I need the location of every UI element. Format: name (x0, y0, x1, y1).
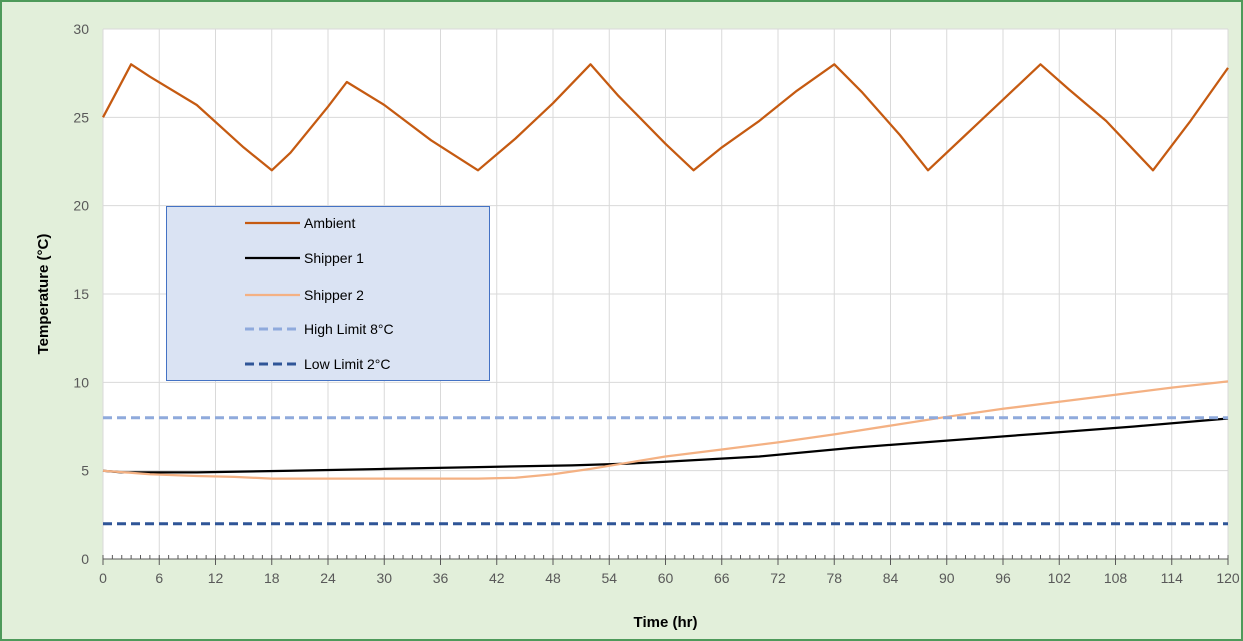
x-tick-label: 42 (489, 570, 505, 586)
legend-label-shipper-2: Shipper 2 (304, 287, 364, 303)
legend-swatch-shipper-2 (245, 293, 300, 297)
legend-label-shipper-1: Shipper 1 (304, 250, 364, 266)
legend-swatch-ambient (245, 221, 300, 225)
legend-swatch-shipper-1 (245, 256, 300, 260)
legend-item-shipper-1: Shipper 1 (245, 248, 364, 268)
legend-item-shipper-2: Shipper 2 (245, 285, 364, 305)
x-tick-label: 114 (1161, 570, 1184, 586)
x-tick-label: 84 (883, 570, 899, 586)
y-axis-title: Temperature (°C) (35, 234, 52, 355)
series-lines (102, 63, 1229, 526)
x-tick-label: 0 (99, 570, 107, 586)
legend-item-ambient: Ambient (245, 213, 355, 233)
legend-label-ambient: Ambient (304, 215, 356, 231)
y-tick-label: 5 (81, 463, 89, 479)
legend-item-low-limit: Low Limit 2°C (245, 354, 391, 374)
x-tick-label: 96 (995, 570, 1011, 586)
legend-label-high-limit: High Limit 8°C (304, 321, 394, 337)
x-tick-label: 90 (939, 570, 955, 586)
x-tick-label: 78 (826, 570, 842, 586)
x-axis-title: Time (hr) (634, 614, 698, 631)
legend: Ambient Shipper 1 Shipper 2 High Limit 8… (166, 206, 490, 381)
y-tick-label: 10 (73, 374, 89, 390)
y-tick-label: 25 (73, 109, 89, 125)
x-tick-label: 54 (601, 570, 617, 586)
x-tick-label: 36 (433, 570, 449, 586)
series-line-ambient (102, 63, 1229, 172)
legend-swatch-low-limit (245, 362, 300, 366)
x-tick-label: 72 (770, 570, 786, 586)
x-tick-label: 12 (208, 570, 224, 586)
x-tick-label: 60 (658, 570, 674, 586)
legend-item-high-limit: High Limit 8°C (245, 319, 394, 339)
x-tick-label: 102 (1048, 570, 1072, 586)
x-tick-label: 30 (376, 570, 392, 586)
y-tick-label: 20 (73, 198, 89, 214)
x-tick-label: 6 (155, 570, 163, 586)
legend-swatch-high-limit (245, 327, 300, 331)
y-tick-label: 0 (81, 551, 89, 567)
gridlines (102, 28, 1229, 560)
x-minor-ticks (102, 555, 1229, 565)
legend-label-low-limit: Low Limit 2°C (304, 356, 391, 372)
x-tick-label: 108 (1104, 570, 1128, 586)
x-tick-label: 24 (320, 570, 336, 586)
x-tick-label: 120 (1216, 570, 1240, 586)
series-line-shipper-2 (102, 380, 1229, 480)
y-tick-label: 30 (73, 21, 89, 37)
x-tick-label: 18 (264, 570, 280, 586)
y-tick-labels: 0 5 10 15 20 25 30 (73, 21, 89, 567)
x-tick-labels: 0 6 12 18 24 30 36 42 48 54 60 66 72 78 84 90 96 102 108 11… (99, 570, 1240, 586)
x-tick-label: 66 (714, 570, 730, 586)
x-tick-label: 48 (545, 570, 561, 586)
y-tick-label: 15 (73, 286, 89, 302)
